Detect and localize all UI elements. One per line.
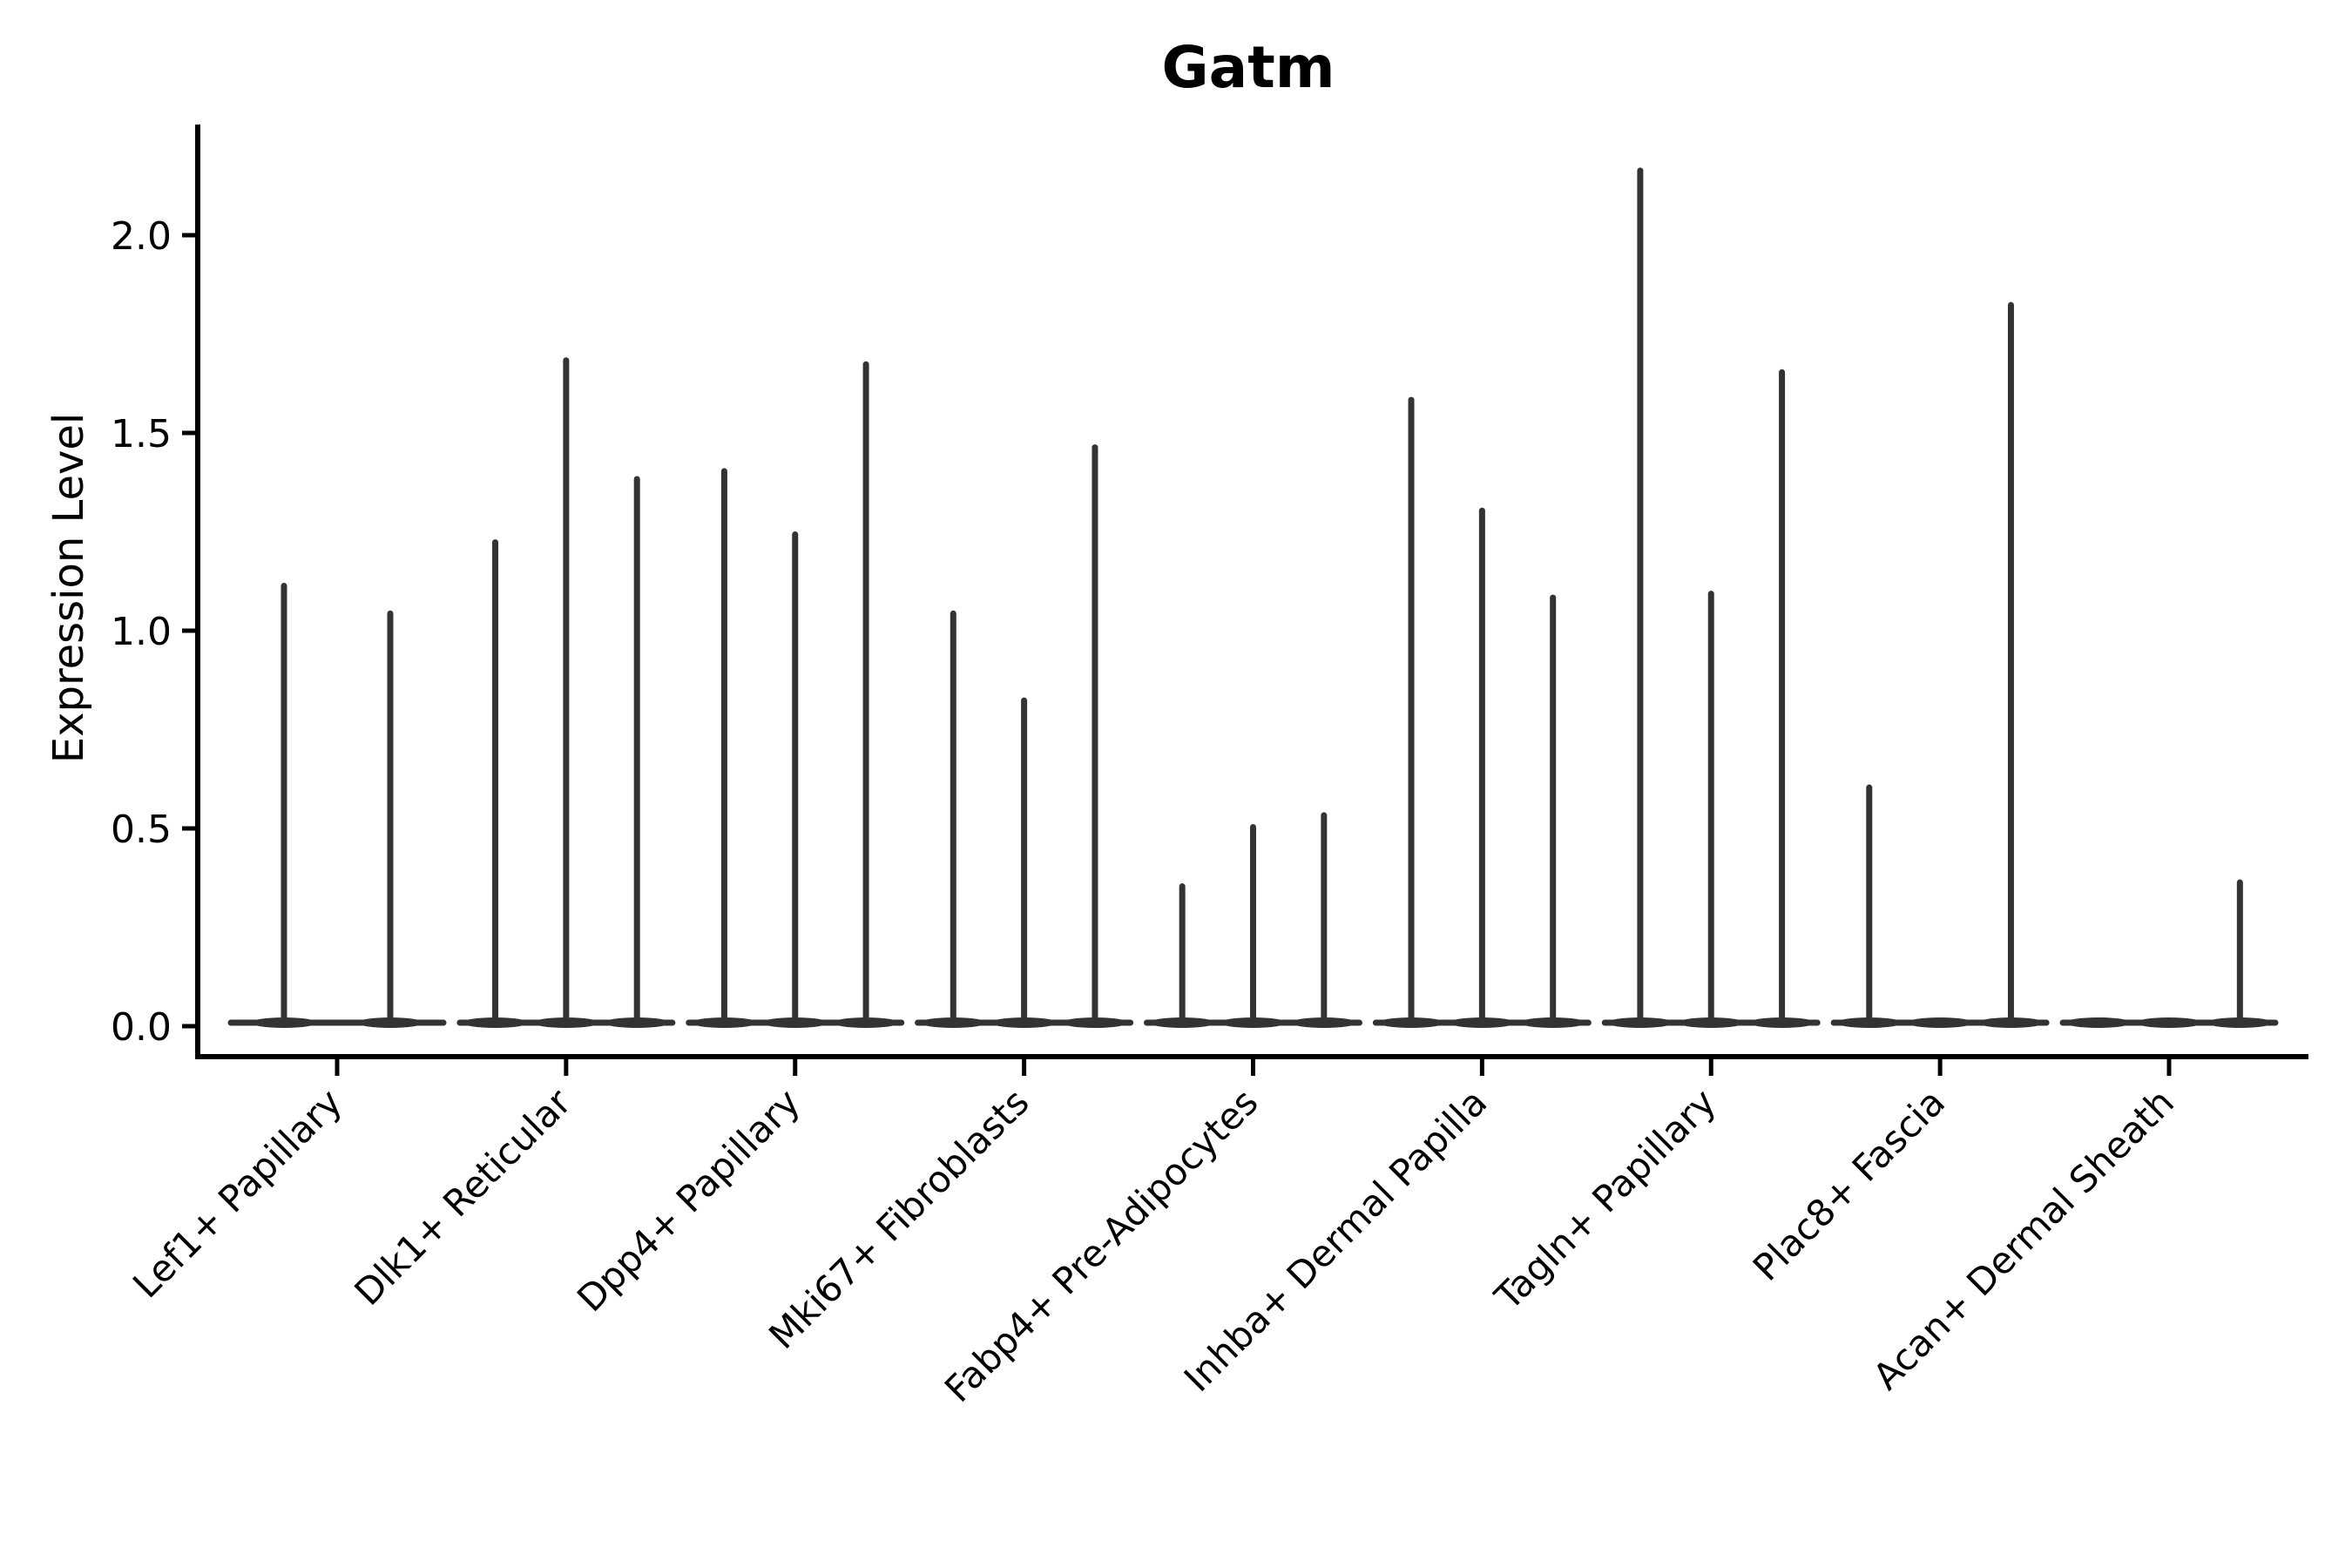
x-category-label: Dlk1+ Reticular [346,1080,579,1314]
x-category-label: Lef1+ Papillary [125,1080,350,1306]
y-tick-label: 1.5 [111,412,172,456]
y-axis-label: Expression Level [44,413,93,764]
violin-foot [2136,1017,2202,1028]
chart-title: Gatm [1161,34,1335,101]
y-tick-label: 0.0 [111,1005,172,1050]
violin-foot [1907,1017,1974,1028]
x-category-label: Plac8+ Fascia [1745,1080,1953,1288]
y-tick-label: 0.5 [111,808,172,852]
y-tick-label: 1.0 [111,610,172,654]
x-category-label: Dpp4+ Papillary [569,1080,808,1320]
x-category-label: Tagln+ Papillary [1486,1080,1724,1318]
x-category-label: Mki67+ Fibroblasts [760,1080,1037,1356]
violin-foot [2065,1017,2132,1028]
y-tick-label: 2.0 [111,214,172,259]
